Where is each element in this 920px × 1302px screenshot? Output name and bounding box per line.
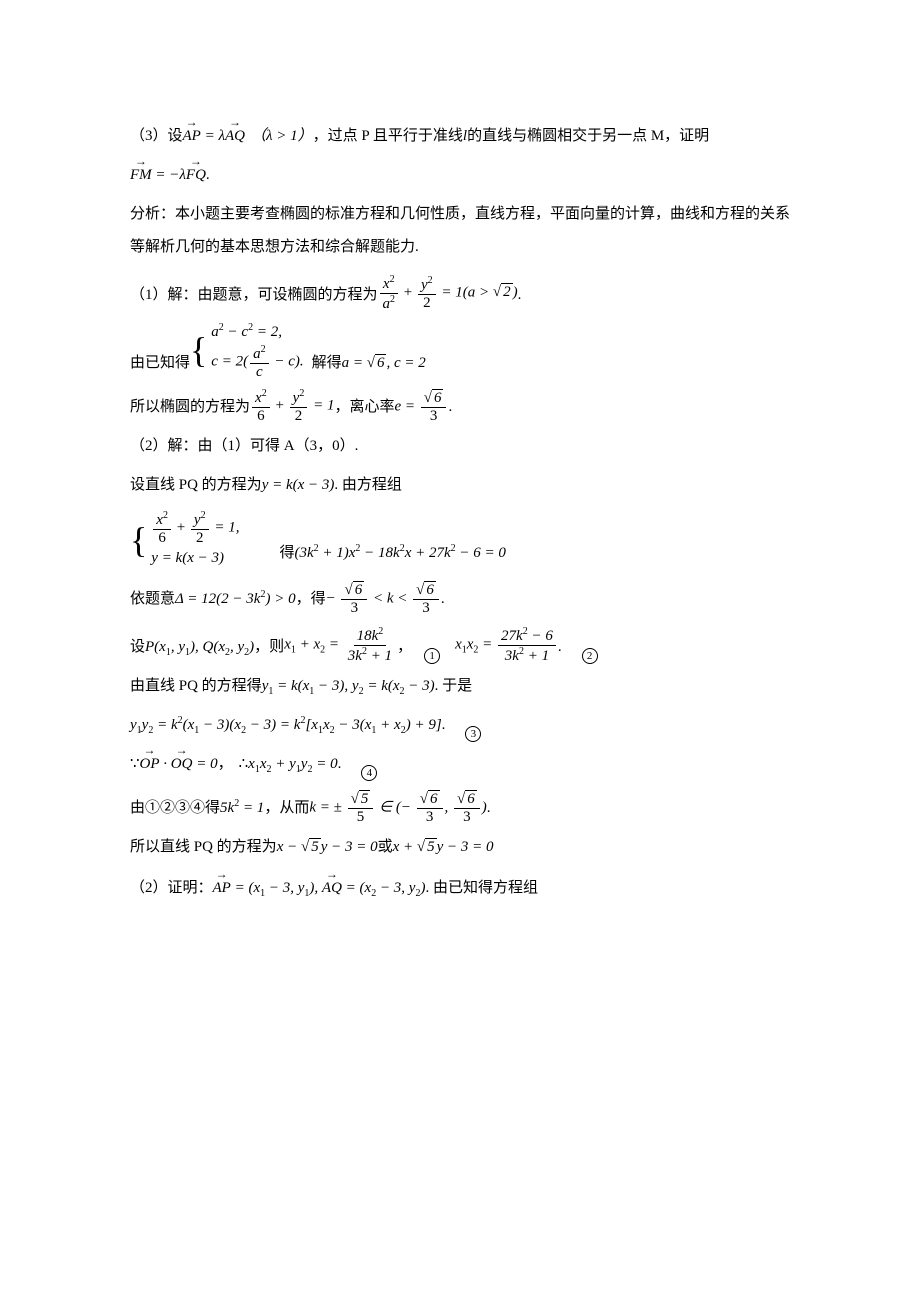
dot: . — [206, 159, 210, 192]
eq1: x − 5y − 3 = 0 — [277, 831, 378, 864]
text: 的直线与椭圆相交于另一点 M，证明 — [467, 120, 709, 153]
text: （1）解：由题意，可设椭圆的方程为 — [130, 279, 378, 312]
comma: ， — [218, 748, 233, 781]
eq-mid: = λ — [201, 128, 225, 144]
text: 设 — [130, 631, 145, 664]
circled-3: 3 — [465, 726, 481, 742]
text: 所以直线 PQ 的方程为 — [130, 831, 277, 864]
vec-aq: AQ — [225, 120, 245, 153]
vec-fm: FM — [130, 159, 152, 192]
eq2: x + 5y − 3 = 0 — [393, 831, 494, 864]
k-range: − 63 < k < 63 — [326, 582, 441, 616]
k-value: k = ± 55 ∈ (− 63, 63) — [309, 791, 486, 825]
eccentricity: e = 63 — [394, 390, 448, 424]
y1y2-eq: y1y2 = k2(x1 − 3)(x2 − 3) = k2[x1x2 − 3(… — [130, 709, 790, 742]
text: 由直线 PQ 的方程得 — [130, 670, 262, 703]
eq: 5k2 = 1 — [220, 792, 264, 825]
brace: { a2 − c2 = 2, c = 2(a2c − c). — [190, 320, 304, 380]
sum: x1 + x2 = 18k23k2 + 1 — [284, 626, 397, 664]
text: . 由方程组 — [334, 469, 402, 502]
circled-2: 2 — [582, 648, 598, 664]
result: a = 6, c = 2 — [342, 347, 426, 380]
brace: { x26 + y22 = 1, y = k(x − 3) — [130, 510, 239, 570]
delta: Δ = 12(2 − 3k2) > 0 — [175, 583, 296, 616]
part2-proof: （2）证明： AP = (x1 − 3, y1), AQ = (x2 − 3, … — [130, 872, 790, 905]
dot: . — [448, 391, 452, 424]
comma: ， — [397, 631, 412, 664]
k-solution: 由①②③④得 5k2 = 1 ，从而 k = ± 55 ∈ (− 63, 63)… — [130, 791, 790, 825]
dot: . — [441, 583, 445, 616]
eq: x26 + y22 = 1 — [250, 388, 334, 424]
eq: y = k(x − 3) — [262, 469, 335, 502]
line-pq-eq: 设直线 PQ 的方程为 y = k(x − 3) . 由方程组 — [130, 469, 790, 502]
text: ，得 — [296, 583, 326, 616]
points: P(x1, y1), Q(x2, y2) — [145, 631, 254, 664]
text: 设直线 PQ 的方程为 — [130, 469, 262, 502]
text: （2）解：由（1）可得 A（3，0）. — [130, 430, 358, 463]
y-values: 由直线 PQ 的方程得 y1 = k(x1 − 3), y2 = k(x2 − … — [130, 670, 790, 703]
eq: y1 = k(x1 − 3), y2 = k(x2 − 3) — [262, 670, 435, 703]
dot: . — [442, 709, 446, 742]
circled-1: 1 — [424, 648, 440, 664]
because-icon — [130, 748, 140, 781]
dot: . — [518, 279, 522, 312]
or: 或 — [378, 831, 393, 864]
eq: OP · OQ = 0 — [140, 748, 218, 781]
text: ，则 — [254, 631, 284, 664]
vieta: 设 P(x1, y1), Q(x2, y2) ，则 x1 + x2 = 18k2… — [130, 626, 790, 664]
quadratic: (3k2 + 1)x2 − 18k2x + 27k2 − 6 = 0 — [294, 537, 505, 570]
cond: （λ > 1） — [251, 120, 313, 153]
text: . 于是 — [435, 670, 473, 703]
circled-4: 4 — [361, 765, 377, 781]
text: 由①②③④得 — [130, 792, 220, 825]
part2: （2）解：由（1）可得 A（3，0）. — [130, 430, 790, 463]
text: ，离心率 — [334, 391, 394, 424]
text: . 由已知得方程组 — [425, 872, 538, 905]
text: 解得 — [312, 347, 342, 380]
therefore-icon — [239, 748, 249, 781]
pq-equations: 所以直线 PQ 的方程为 x − 5y − 3 = 0 或 x + 5y − 3… — [130, 831, 790, 864]
dot: . — [338, 748, 342, 781]
ellipse-eq: x2a2 + y22 = 1(a > 2) — [378, 274, 518, 312]
vectors: AP = (x1 − 3, y1), AQ = (x2 − 3, y2) — [213, 872, 426, 905]
text: ，过点 P 且平行于准线 — [313, 120, 463, 153]
text: 由已知得 — [130, 347, 190, 380]
text: 所以椭圆的方程为 — [130, 391, 250, 424]
mid: = −λ — [152, 167, 186, 183]
text: 依题意 — [130, 583, 175, 616]
ellipse-result: 所以椭圆的方程为 x26 + y22 = 1 ，离心率 e = 63. — [130, 388, 790, 424]
dot: . — [487, 792, 491, 825]
product: x1x2 = 27k2 − 63k2 + 1 — [455, 626, 558, 664]
eq-fm-fq: FM = −λFQ . — [130, 159, 790, 192]
dot-product: OP · OQ = 0 ， x1x2 + y1y2 = 0 . 4 — [130, 748, 790, 781]
system-2: { x26 + y22 = 1, y = k(x − 3) 得 (3k2 + 1… — [130, 510, 790, 570]
discriminant: 依题意 Δ = 12(2 − 3k2) > 0 ，得 − 63 < k < 63… — [130, 582, 790, 616]
system-1: 由已知得 { a2 − c2 = 2, c = 2(a2c − c). 解得 a… — [130, 320, 790, 380]
sum-zero: x1x2 + y1y2 = 0 — [248, 748, 337, 781]
dot: . — [558, 631, 562, 664]
text: ，从而 — [264, 792, 309, 825]
paragraph-3-intro: （3）设 AP = λAQ （λ > 1） ，过点 P 且平行于准线 l 的直线… — [130, 120, 790, 153]
part1-solution: （1）解：由题意，可设椭圆的方程为 x2a2 + y22 = 1(a > 2) … — [130, 274, 790, 312]
text: 分析：本小题主要考查椭圆的标准方程和几何性质，直线方程，平面向量的计算，曲线和方… — [130, 198, 790, 264]
text: （2）证明： — [130, 872, 213, 905]
analysis-text: 分析：本小题主要考查椭圆的标准方程和几何性质，直线方程，平面向量的计算，曲线和方… — [130, 198, 790, 264]
eq: FM = −λFQ — [130, 159, 206, 192]
vec-fq: FQ — [186, 159, 206, 192]
text: 得 — [279, 537, 294, 570]
